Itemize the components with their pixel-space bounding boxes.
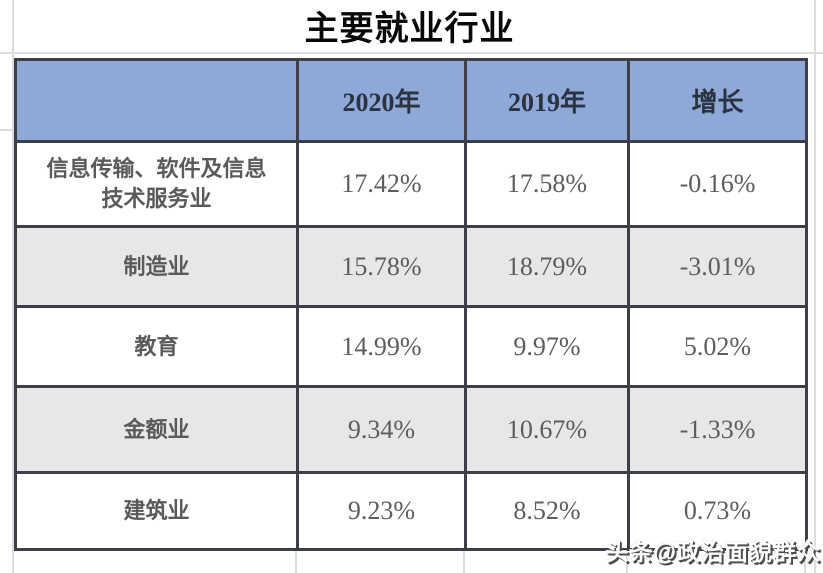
header-cell-2019: 2019年 xyxy=(464,58,630,143)
value-2020: 15.78% xyxy=(296,225,467,308)
value-growth: 5.02% xyxy=(627,305,808,388)
value-2019: 10.67% xyxy=(464,385,630,474)
table-row-info-tech: 信息传输、软件及信息 技术服务业 17.42% 17.58% -0.16% xyxy=(14,140,808,228)
gridline-below-table-4 xyxy=(804,548,806,573)
value-2019: 9.97% xyxy=(464,305,630,388)
row-label: 教育 xyxy=(14,305,299,388)
header-cell-2020: 2020年 xyxy=(296,58,467,143)
row-label: 建筑业 xyxy=(14,471,299,551)
value-2019: 18.79% xyxy=(464,225,630,308)
table-row-education: 教育 14.99% 9.97% 5.02% xyxy=(14,305,808,388)
table-row-finance: 金额业 9.34% 10.67% -1.33% xyxy=(14,385,808,474)
value-2020: 9.23% xyxy=(296,471,467,551)
row-label: 制造业 xyxy=(14,225,299,308)
value-growth: -3.01% xyxy=(627,225,808,308)
value-2020: 9.34% xyxy=(296,385,467,474)
gridline-left-stub xyxy=(0,129,14,131)
gridline-under-title xyxy=(0,52,823,54)
gridline-vertical-left xyxy=(12,0,14,573)
value-growth: 0.73% xyxy=(627,471,808,551)
table-row-manufacturing: 制造业 15.78% 18.79% -3.01% xyxy=(14,225,808,308)
value-2020: 17.42% xyxy=(296,140,467,228)
value-2019: 17.58% xyxy=(464,140,630,228)
row-label: 信息传输、软件及信息 技术服务业 xyxy=(14,140,299,228)
gridline-vertical-right xyxy=(814,0,816,573)
employment-industry-table: 2020年 2019年 增长 信息传输、软件及信息 技术服务业 17.42% 1… xyxy=(14,58,808,551)
header-cell-industry xyxy=(14,58,299,143)
gridline-below-table-3 xyxy=(626,548,628,573)
row-label: 金额业 xyxy=(14,385,299,474)
page-title: 主要就业行业 xyxy=(304,10,515,48)
gridline-below-table-2 xyxy=(463,548,465,573)
watermark: 头条@政治面貌群众 xyxy=(605,539,821,565)
value-growth: -0.16% xyxy=(627,140,808,228)
header-cell-growth: 增长 xyxy=(627,58,808,143)
table-row-construction: 建筑业 9.23% 8.52% 0.73% xyxy=(14,471,808,551)
value-growth: -1.33% xyxy=(627,385,808,474)
table-header-row: 2020年 2019年 增长 xyxy=(14,58,808,143)
gridline-below-table-1 xyxy=(295,548,297,573)
value-2019: 8.52% xyxy=(464,471,630,551)
value-2020: 14.99% xyxy=(296,305,467,388)
